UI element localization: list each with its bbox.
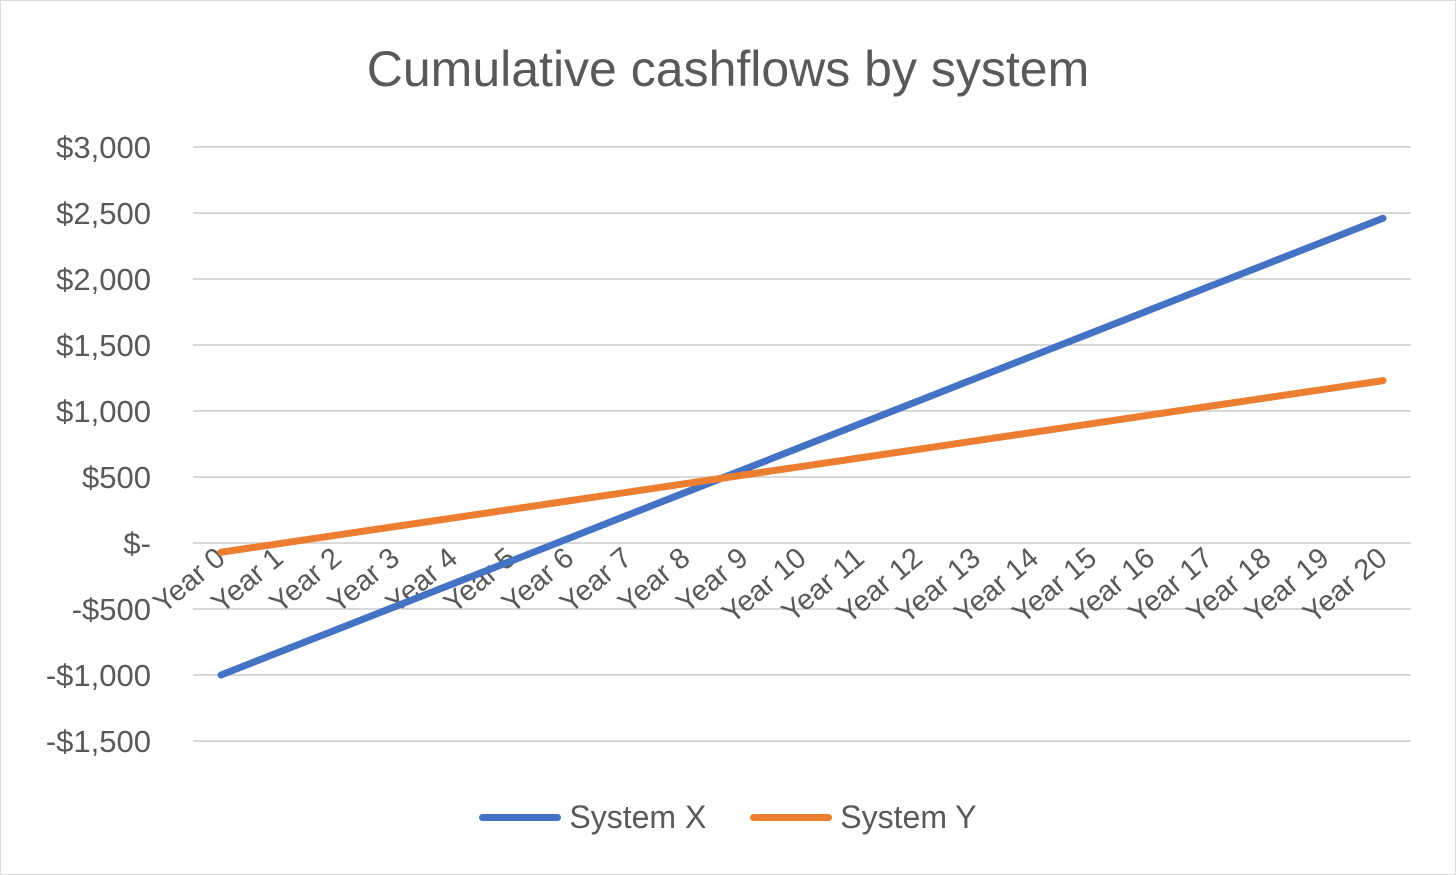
legend-label: System Y: [840, 799, 977, 835]
y-tick-label: -$1,500: [46, 724, 151, 759]
y-tick-label: $1,500: [56, 328, 151, 363]
series-line-system-x: [217, 214, 1387, 679]
legend-item: System Y: [750, 797, 977, 837]
chart-title: Cumulative cashflows by system: [366, 41, 1090, 97]
y-tick-label: $3,000: [56, 130, 151, 165]
series-line-system-y: [217, 377, 1387, 556]
y-tick-label: $2,500: [56, 196, 151, 231]
y-tick-label: $-: [123, 526, 151, 561]
y-tick-label: -$500: [72, 592, 151, 627]
chart-legend: System X System Y: [1, 797, 1455, 837]
legend-label: System X: [569, 799, 707, 835]
legend-item: System X: [479, 797, 706, 837]
legend-swatch: [750, 813, 833, 821]
legend-swatch: [479, 813, 562, 821]
y-tick-label: $2,000: [56, 262, 151, 297]
y-tick-label: $500: [82, 460, 151, 495]
y-tick-label: -$1,000: [46, 658, 151, 693]
y-tick-label: $1,000: [56, 394, 151, 429]
